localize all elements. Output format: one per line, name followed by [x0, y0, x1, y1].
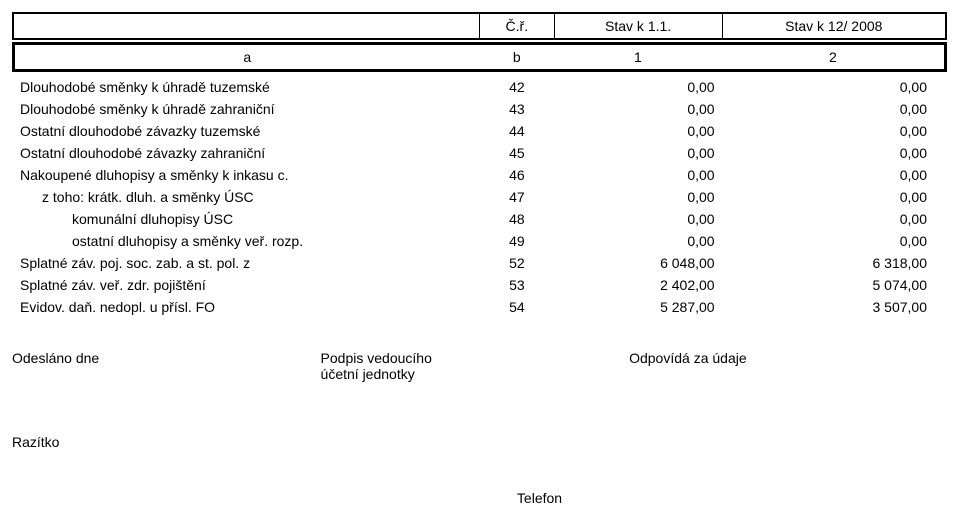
row-label: Ostatní dlouhodobé závazky tuzemské: [12, 120, 480, 142]
row-number: 44: [480, 120, 555, 142]
row-number: 43: [480, 98, 555, 120]
row-value-2: 0,00: [723, 142, 947, 164]
row-label: ostatní dluhopisy a směnky veř. rozp.: [12, 230, 480, 252]
row-value-1: 2 402,00: [554, 274, 722, 296]
header-table: Č.ř. Stav k 1.1. Stav k 12/ 2008: [12, 12, 947, 40]
row-label: Dlouhodobé směnky k úhradě zahraniční: [12, 98, 480, 120]
row-value-2: 3 507,00: [723, 296, 947, 318]
header-cr: Č.ř.: [480, 13, 555, 39]
row-value-1: 0,00: [554, 142, 722, 164]
subhead-a: a: [14, 44, 480, 71]
table-row: Dlouhodobé směnky k úhradě zahraniční430…: [12, 98, 947, 120]
subhead-b: b: [480, 44, 555, 71]
footer-odpovida: Odpovídá za údaje: [629, 348, 947, 384]
footer-odeslano: Odesláno dne: [12, 348, 321, 384]
table-row: Dlouhodobé směnky k úhradě tuzemské420,0…: [12, 76, 947, 98]
row-value-2: 0,00: [723, 98, 947, 120]
header-blank: [13, 13, 480, 39]
subhead-row: a b 1 2: [14, 44, 946, 71]
header-row-titles: Č.ř. Stav k 1.1. Stav k 12/ 2008: [13, 13, 946, 39]
table-row: Ostatní dlouhodobé závazky zahraniční450…: [12, 142, 947, 164]
row-number: 42: [480, 76, 555, 98]
row-value-1: 0,00: [554, 120, 722, 142]
row-value-1: 0,00: [554, 76, 722, 98]
row-number: 48: [480, 208, 555, 230]
row-label: z toho: krátk. dluh. a směnky ÚSC: [12, 186, 480, 208]
table-row: z toho: krátk. dluh. a směnky ÚSC470,000…: [12, 186, 947, 208]
footer-telefon: Telefon: [12, 490, 947, 506]
row-label: Dlouhodobé směnky k úhradě tuzemské: [12, 76, 480, 98]
table-row: Splatné záv. veř. zdr. pojištění532 402,…: [12, 274, 947, 296]
table-row: Ostatní dlouhodobé závazky tuzemské440,0…: [12, 120, 947, 142]
row-label: Ostatní dlouhodobé závazky zahraniční: [12, 142, 480, 164]
row-value-1: 0,00: [554, 98, 722, 120]
row-number: 47: [480, 186, 555, 208]
row-value-2: 5 074,00: [723, 274, 947, 296]
data-table: Dlouhodobé směnky k úhradě tuzemské420,0…: [12, 76, 947, 318]
footer-razitko: Razítko: [12, 434, 947, 450]
header-stav2: Stav k 12/ 2008: [722, 13, 946, 39]
row-value-1: 0,00: [554, 164, 722, 186]
row-label: Splatné záv. poj. soc. zab. a st. pol. z: [12, 252, 480, 274]
footer-podpis-1: Podpis vedoucího: [321, 350, 630, 366]
row-value-2: 0,00: [723, 76, 947, 98]
row-label: Splatné záv. veř. zdr. pojištění: [12, 274, 480, 296]
row-label: Evidov. daň. nedopl. u přísl. FO: [12, 296, 480, 318]
table-row: komunální dluhopisy ÚSC480,000,00: [12, 208, 947, 230]
row-value-2: 0,00: [723, 164, 947, 186]
row-value-1: 0,00: [554, 186, 722, 208]
row-number: 53: [480, 274, 555, 296]
row-number: 45: [480, 142, 555, 164]
row-label: Nakoupené dluhopisy a směnky k inkasu c.: [12, 164, 480, 186]
table-row: ostatní dluhopisy a směnky veř. rozp.490…: [12, 230, 947, 252]
row-number: 46: [480, 164, 555, 186]
row-value-2: 6 318,00: [723, 252, 947, 274]
row-number: 49: [480, 230, 555, 252]
footer-podpis-col: Podpis vedoucího účetní jednotky: [321, 348, 630, 384]
table-row: Nakoupené dluhopisy a směnky k inkasu c.…: [12, 164, 947, 186]
table-row: Splatné záv. poj. soc. zab. a st. pol. z…: [12, 252, 947, 274]
row-value-2: 0,00: [723, 120, 947, 142]
row-value-2: 0,00: [723, 230, 947, 252]
subhead-2: 2: [722, 44, 946, 71]
header-stav1: Stav k 1.1.: [554, 13, 722, 39]
footer-block: Odesláno dne Podpis vedoucího účetní jed…: [12, 348, 947, 506]
row-value-2: 0,00: [723, 186, 947, 208]
footer-row-1: Odesláno dne Podpis vedoucího účetní jed…: [12, 348, 947, 384]
table-row: Evidov. daň. nedopl. u přísl. FO545 287,…: [12, 296, 947, 318]
subhead-1: 1: [554, 44, 722, 71]
row-value-1: 0,00: [554, 208, 722, 230]
footer-podpis-2: účetní jednotky: [321, 366, 630, 382]
row-number: 54: [480, 296, 555, 318]
row-value-1: 0,00: [554, 230, 722, 252]
row-value-1: 6 048,00: [554, 252, 722, 274]
row-number: 52: [480, 252, 555, 274]
row-value-2: 0,00: [723, 208, 947, 230]
subhead-table: a b 1 2: [12, 42, 947, 72]
row-label: komunální dluhopisy ÚSC: [12, 208, 480, 230]
row-value-1: 5 287,00: [554, 296, 722, 318]
